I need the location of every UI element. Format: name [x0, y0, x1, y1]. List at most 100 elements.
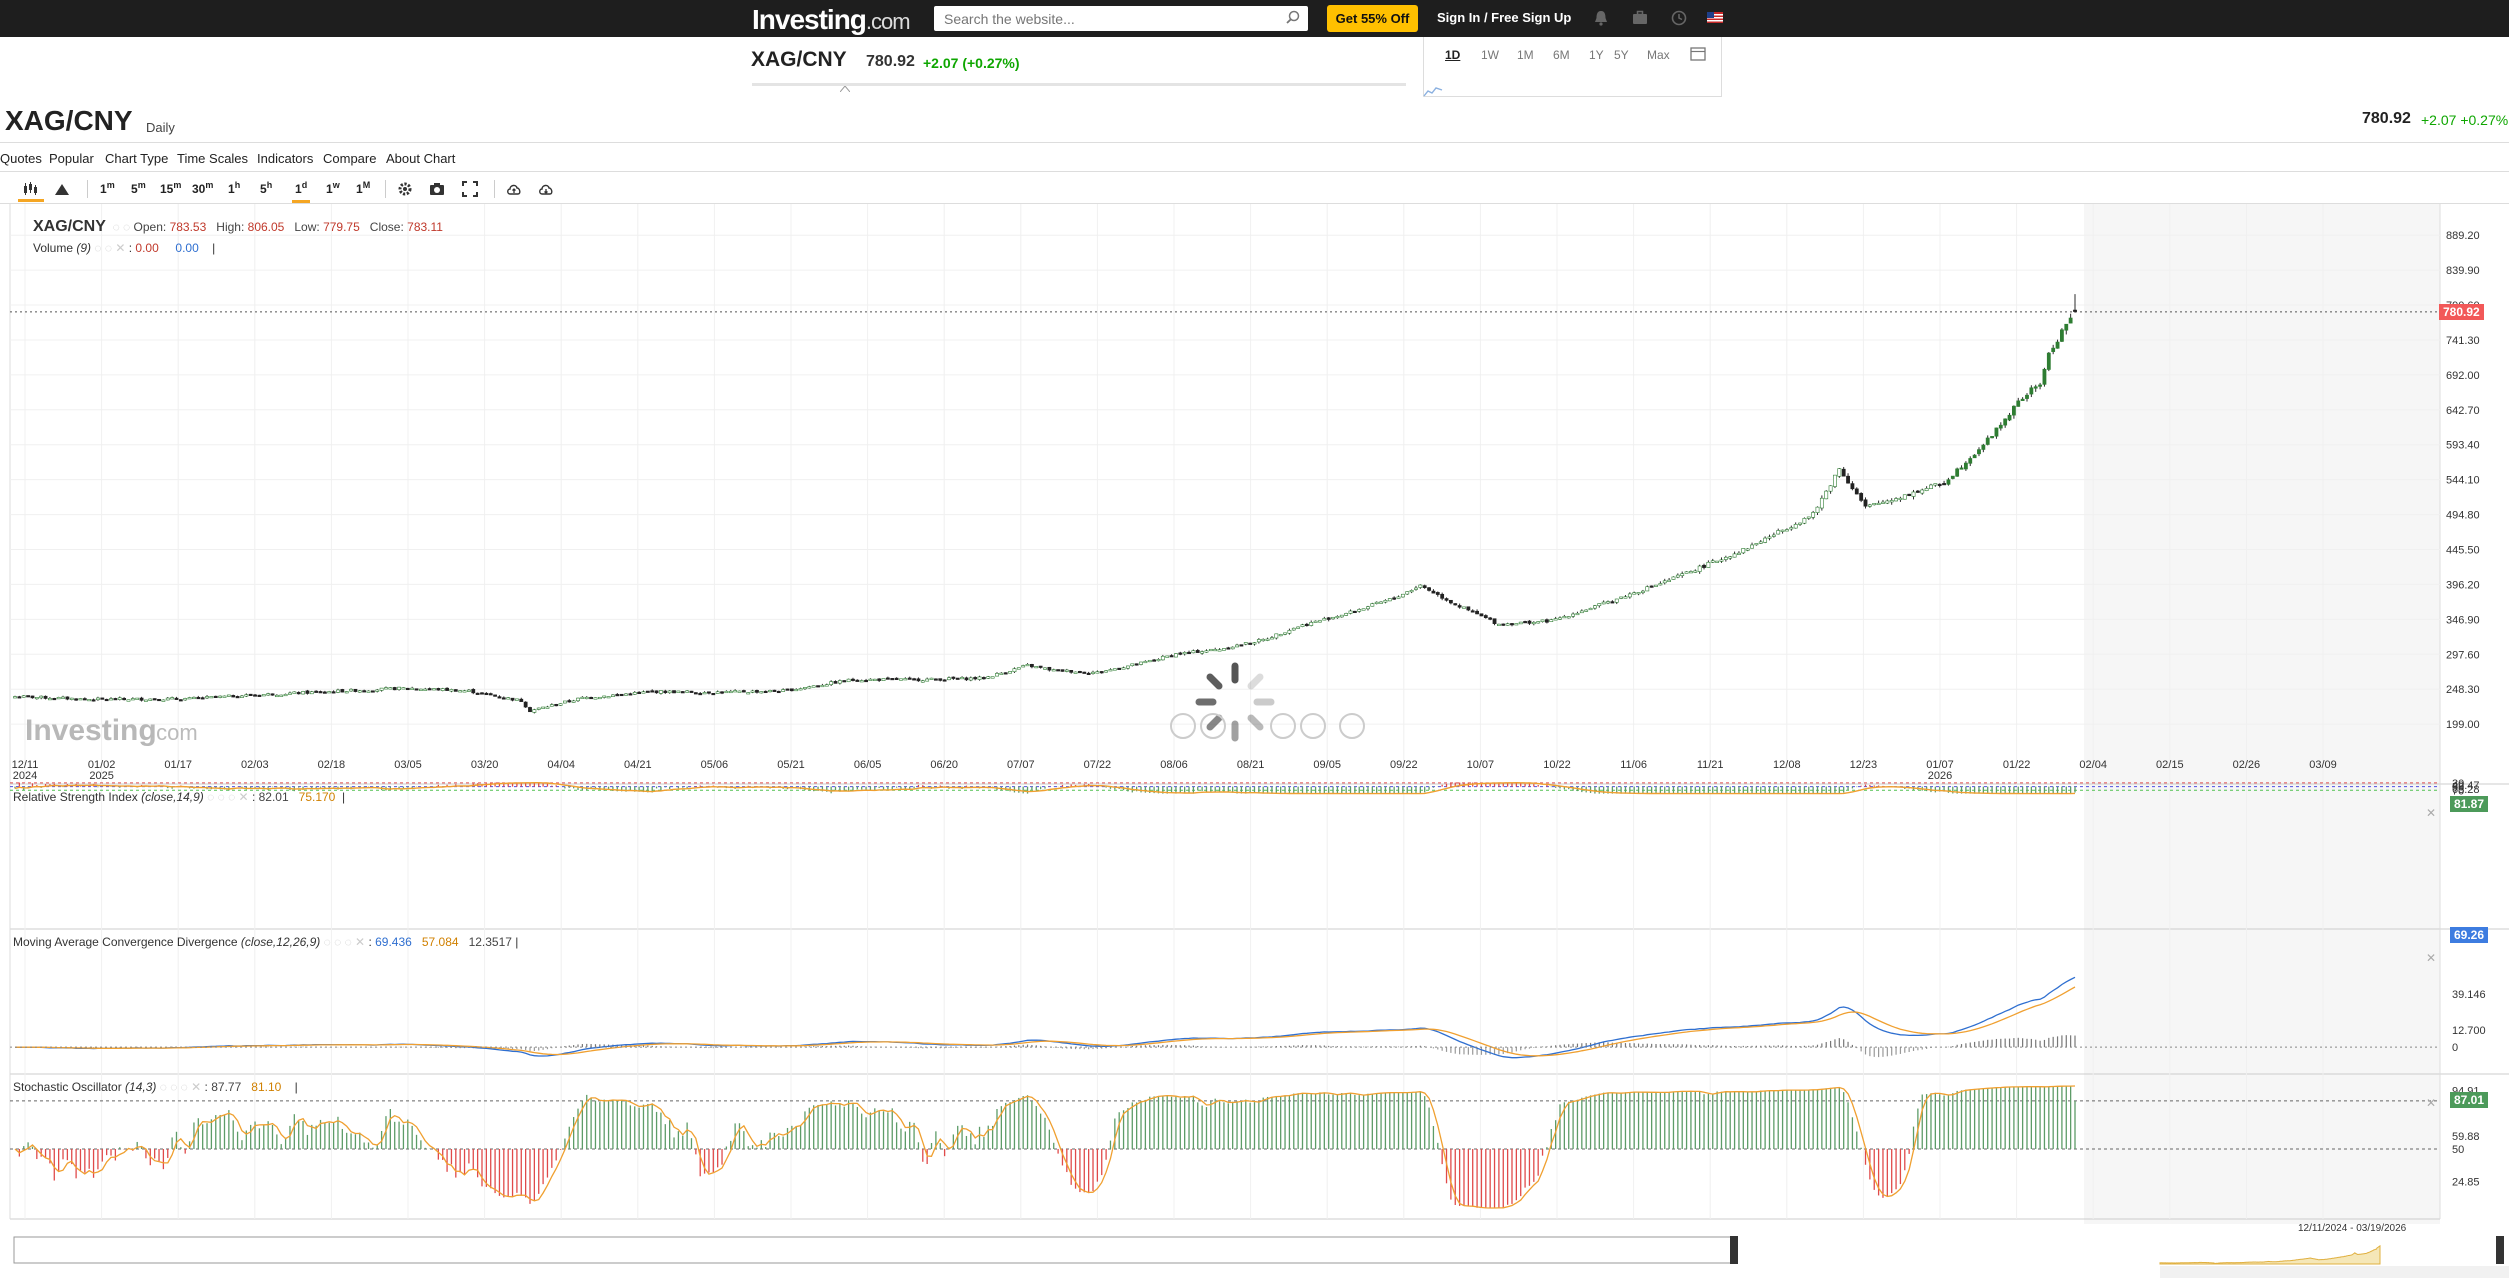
candle-up: [1593, 605, 1597, 609]
signin-link[interactable]: Sign In / Free Sign Up: [1437, 10, 1572, 25]
main-legend: XAG/CNY ◌ ◌ Open: 783.53 High: 806.05 Lo…: [33, 218, 443, 235]
candle-up: [859, 680, 864, 683]
candle-up: [401, 687, 406, 690]
candle-up: [1156, 659, 1161, 662]
candle-up: [1322, 618, 1327, 621]
candle-down: [1248, 642, 1253, 645]
timeframe-1w[interactable]: 1w: [326, 180, 340, 196]
range-tab-max[interactable]: Max: [1647, 48, 1670, 62]
candle-up: [144, 699, 148, 702]
range-tab-5y[interactable]: 5Y: [1614, 48, 1629, 62]
bell-icon[interactable]: [1592, 9, 1610, 27]
briefcase-icon[interactable]: [1631, 9, 1649, 27]
navigator-handle-left[interactable]: [1730, 1236, 1738, 1264]
navigator-handle-right[interactable]: [2496, 1236, 2504, 1264]
y-tick-label: 248.30: [2446, 684, 2480, 696]
candle-down: [100, 697, 105, 700]
menu-time-scales[interactable]: Time Scales: [177, 151, 249, 166]
candle-down: [1859, 493, 1864, 501]
range-tab-1d[interactable]: 1D: [1445, 48, 1461, 62]
mountain-chart-icon[interactable]: [54, 181, 70, 197]
candle-up: [676, 690, 681, 693]
candle-up: [1994, 427, 1999, 437]
timeframe-1M[interactable]: 1M: [356, 180, 371, 196]
menu-popular[interactable]: Popular: [49, 151, 94, 166]
candle-down: [475, 692, 480, 695]
cloud-download-icon[interactable]: [538, 181, 554, 197]
candle-down: [213, 695, 218, 699]
fullscreen-icon[interactable]: [462, 181, 478, 197]
candle-up: [811, 685, 816, 688]
menu-about-chart[interactable]: About Chart: [386, 151, 456, 166]
candle-down: [248, 693, 253, 696]
menu-chart-type[interactable]: Chart Type: [105, 151, 169, 166]
candle-down: [484, 692, 489, 696]
navigator-window[interactable]: [13, 1236, 1735, 1264]
cloud-upload-icon[interactable]: [506, 181, 522, 197]
timeframe-1d[interactable]: 1d: [291, 180, 311, 203]
search-icon[interactable]: [1286, 10, 1300, 24]
candle-up: [2064, 323, 2069, 331]
candle-up: [1833, 474, 1837, 487]
candle-up: [820, 684, 825, 688]
range-tab-1w[interactable]: 1W: [1481, 48, 1499, 62]
stoch-close-icon[interactable]: ✕: [2426, 1096, 2437, 1110]
candle-down: [488, 693, 493, 696]
candle-up: [1588, 607, 1593, 611]
candle-up: [1366, 606, 1370, 610]
promo-button[interactable]: Get 55% Off: [1327, 5, 1418, 32]
candle-up: [920, 680, 925, 683]
timeframe-30m[interactable]: 30m: [192, 180, 214, 196]
range-tab-6m[interactable]: 6M: [1553, 48, 1570, 62]
menu-quotes[interactable]: Quotes: [0, 151, 42, 166]
candle-up: [1034, 666, 1039, 669]
timeframe-5h[interactable]: 5h: [260, 180, 273, 196]
candle-up: [545, 706, 550, 709]
candle-down: [253, 694, 257, 697]
clock-icon[interactable]: [1670, 9, 1688, 27]
candle-down: [628, 693, 633, 696]
rsi-value-tag: 81.87: [2450, 796, 2489, 812]
expand-chart-icon[interactable]: [1690, 47, 1706, 61]
candle-up: [1876, 502, 1881, 506]
candle-up: [1540, 619, 1545, 623]
rsi-close-icon[interactable]: ✕: [2426, 806, 2437, 820]
us-flag-icon[interactable]: [1707, 12, 1723, 23]
menu-compare[interactable]: Compare: [323, 151, 377, 166]
chart-area[interactable]: 30 42.47 50 63.28 70 0 12.700 39.146 24.85 50 59…: [0, 204, 2509, 1278]
candle-up: [78, 698, 83, 701]
settings-gear-icon[interactable]: [397, 181, 413, 197]
candle-up: [1370, 603, 1375, 607]
y-tick-label: 593.40: [2446, 440, 2480, 452]
search-input[interactable]: [934, 6, 1308, 31]
candle-up: [1566, 616, 1571, 619]
rsi-y-tick-label: 42.47: [2452, 780, 2480, 792]
page-scrollbar[interactable]: [2160, 1266, 2509, 1278]
candle-down: [427, 688, 432, 691]
timeframe-1h[interactable]: 1h: [228, 180, 241, 196]
x-tick-label: 01/17: [164, 759, 192, 771]
chart-nav-controls[interactable]: [1170, 713, 1365, 739]
x-tick-label: 12/23: [1850, 759, 1878, 771]
candle-up: [288, 692, 292, 695]
candle-down: [589, 696, 594, 700]
macd-close-icon[interactable]: ✕: [2426, 951, 2437, 965]
candle-down: [1134, 663, 1139, 666]
y-tick-label: 544.10: [2446, 475, 2480, 487]
candle-down: [65, 696, 70, 700]
chart-toolbar: 1m 5m 15m 30m 1h 5h 1d 1w 1M: [0, 172, 2509, 204]
timeframe-5m[interactable]: 5m: [131, 180, 146, 196]
candle-down: [480, 692, 484, 695]
timeframe-15m[interactable]: 15m: [160, 180, 182, 196]
candlestick-chart-icon[interactable]: [22, 181, 38, 197]
range-tab-1m[interactable]: 1M: [1517, 48, 1534, 62]
timeframe-1m[interactable]: 1m: [100, 180, 115, 196]
investing-logo[interactable]: Investing.com: [752, 4, 911, 35]
menu-indicators[interactable]: Indicators: [257, 151, 314, 166]
candle-up: [1283, 632, 1287, 635]
candle-up: [1828, 485, 1833, 492]
range-tab-1y[interactable]: 1Y: [1589, 48, 1604, 62]
camera-icon[interactable]: [429, 181, 445, 197]
candle-up: [1300, 624, 1305, 627]
